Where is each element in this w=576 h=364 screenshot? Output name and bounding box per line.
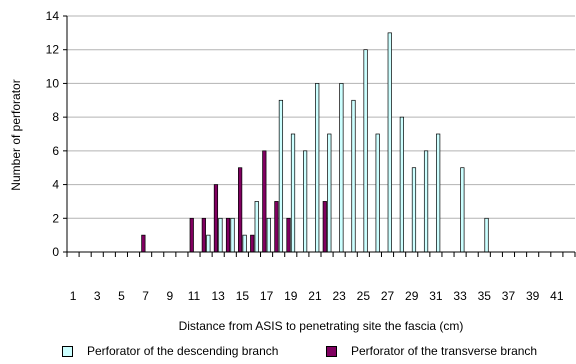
bar-transverse-15: [238, 167, 243, 253]
y-tick-label-14: 14: [46, 9, 60, 23]
x-axis-label: Distance from ASIS to penetrating site t…: [179, 319, 464, 333]
legend-label-transverse: Perforator of the transverse branch: [351, 344, 538, 358]
bar-descending-20: [303, 150, 308, 253]
bar-descending-31: [436, 133, 441, 253]
legend-swatch-descending: [62, 345, 73, 357]
x-tick-label-11: 11: [188, 289, 201, 303]
bar-descending-22: [327, 133, 332, 253]
bar-transverse-11: [189, 217, 194, 253]
bar-transverse-17: [262, 150, 267, 253]
x-tick-label-1: 1: [70, 289, 77, 303]
y-tick-labels: 0 2 4 6 8 10 12 14: [46, 9, 60, 259]
bar-descending-19: [290, 133, 296, 253]
bar-descending-17: [266, 217, 271, 253]
legend-item-transverse: Perforator of the transverse branch: [326, 344, 537, 358]
bar-descending-16: [254, 201, 259, 253]
x-tick-label-9: 9: [166, 289, 173, 303]
bar-descending-24: [351, 99, 356, 253]
x-tick-label-29: 29: [405, 289, 419, 303]
bar-descending-18: [278, 99, 284, 253]
bar-transverse-22: [322, 201, 327, 253]
y-tick-label-6: 6: [52, 144, 59, 158]
y-tick-label-10: 10: [46, 76, 60, 90]
x-tick-label-15: 15: [236, 289, 250, 303]
bar-descending-23: [339, 83, 344, 253]
x-tick-label-35: 35: [478, 289, 492, 303]
bar-descending-21: [315, 83, 320, 253]
bar-descending-33: [460, 167, 465, 253]
bar-descending-13: [218, 217, 223, 253]
x-tick-label-25: 25: [357, 289, 371, 303]
y-tick-label-8: 8: [52, 110, 59, 124]
bar-descending-14: [230, 217, 235, 253]
legend-swatch-transverse: [326, 345, 337, 357]
x-tick-label-23: 23: [332, 289, 346, 303]
y-tick-label-2: 2: [52, 211, 59, 225]
bar-descending-12: [206, 234, 211, 253]
legend-item-descending: Perforator of the descending branch: [62, 344, 278, 358]
x-tick-label-39: 39: [526, 289, 540, 303]
grid: [67, 15, 575, 219]
bar-transverse-16: [250, 234, 255, 253]
x-tick-labels: 1 3 5 7 9 11 13 15 17 19 21 23 25 27 29 31 33 35 37 39 41: [70, 289, 564, 303]
x-tick-label-17: 17: [260, 289, 274, 303]
bar-transverse-12: [201, 217, 206, 253]
bar-descending-29: [411, 167, 417, 253]
y-tick-label-12: 12: [46, 43, 60, 57]
x-tick-label-21: 21: [308, 289, 322, 303]
x-tick-label-33: 33: [453, 289, 467, 303]
bar-transverse-18: [274, 201, 279, 253]
bar-descending-25: [363, 49, 368, 253]
axes: [63, 15, 576, 257]
bar-transverse-7: [141, 234, 146, 253]
x-tick-label-41: 41: [550, 289, 564, 303]
legend-label-descending: Perforator of the descending branch: [87, 344, 279, 358]
x-tick-label-7: 7: [142, 289, 149, 303]
x-tick-label-37: 37: [502, 289, 516, 303]
bar-descending-35: [484, 217, 489, 253]
legend: Perforator of the descending branch Perf…: [0, 340, 576, 364]
bar-descending-30: [423, 150, 429, 253]
x-tick-label-3: 3: [94, 289, 101, 303]
bar-descending-15: [242, 234, 247, 253]
bars: [141, 32, 489, 253]
bar-descending-27: [387, 32, 392, 253]
y-tick-label-4: 4: [52, 178, 59, 192]
x-tick-label-13: 13: [212, 289, 226, 303]
bar-transverse-13: [213, 184, 219, 253]
bar-descending-28: [399, 116, 404, 253]
y-tick-label-0: 0: [52, 245, 59, 259]
x-tick-label-19: 19: [284, 289, 298, 303]
bar-transverse-14: [225, 217, 231, 253]
y-axis-label: Number of perforator: [9, 79, 23, 190]
bar-descending-26: [375, 133, 380, 253]
x-tick-label-27: 27: [381, 289, 395, 303]
x-tick-label-31: 31: [429, 289, 443, 303]
x-tick-label-5: 5: [118, 289, 125, 303]
bar-transverse-19: [286, 217, 291, 253]
